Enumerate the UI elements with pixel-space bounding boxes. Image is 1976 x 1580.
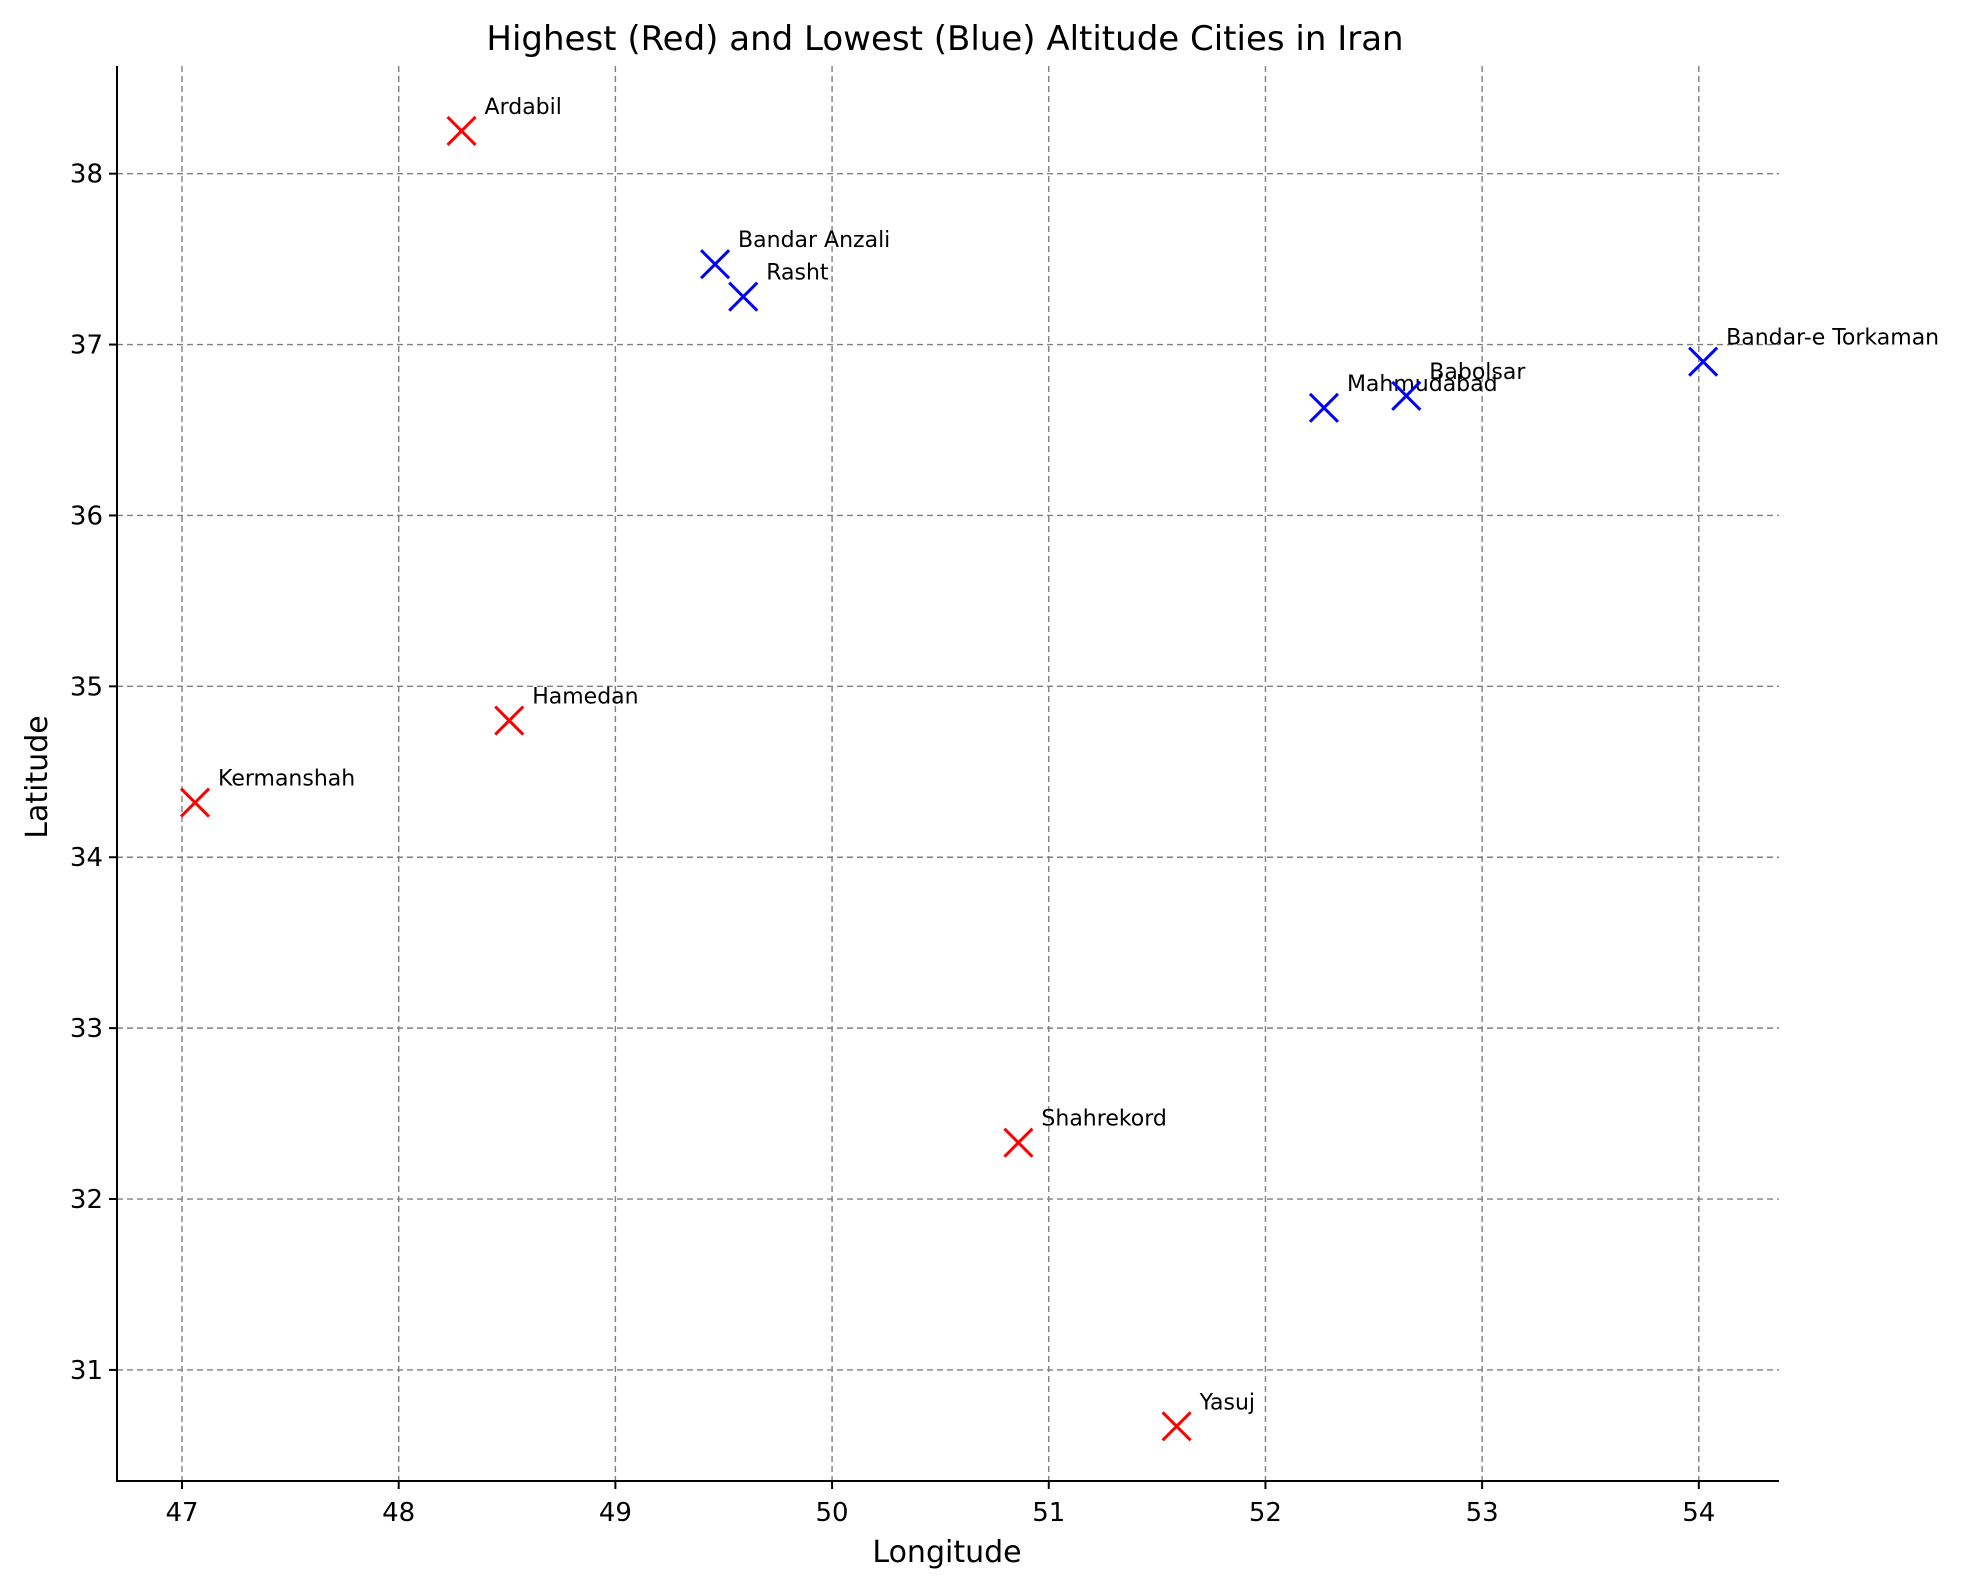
x-marker-stroke (728, 281, 759, 312)
x-tick-label: 50 (816, 1498, 849, 1528)
point-label: Hamedan (532, 685, 638, 710)
x-tick-label: 47 (165, 1498, 198, 1528)
point-label: Mahmudabad (1347, 372, 1498, 397)
y-tick-label: 35 (70, 672, 103, 702)
data-point-highest: Ardabil (446, 95, 562, 147)
y-tick-label: 31 (70, 1356, 103, 1386)
point-label: Ardabil (485, 95, 562, 120)
x-marker-stroke (179, 787, 211, 818)
y-tick-label: 37 (70, 331, 103, 361)
data-point-highest: Hamedan (494, 685, 639, 736)
point-label: Bandar-e Torkaman (1726, 326, 1939, 351)
y-tick-label: 33 (70, 1014, 103, 1044)
point-label: Bandar Anzali (738, 228, 890, 253)
x-marker-stroke (1688, 346, 1719, 377)
data-point-lowest: Rasht (728, 261, 829, 312)
x-marker-stroke (699, 249, 731, 280)
x-tick-label: 51 (1032, 1498, 1065, 1528)
data-point-highest: Kermanshah (179, 767, 355, 818)
x-marker-stroke (1391, 380, 1422, 411)
point-label: Shahrekord (1041, 1107, 1166, 1132)
point-label: Yasuj (1199, 1390, 1255, 1415)
chart-title: Highest (Red) and Lowest (Blue) Altitude… (486, 19, 1403, 59)
y-tick-label: 32 (70, 1185, 103, 1215)
axis-ticks: 47 48 49 50 51 52 53 54 31 32 33 34 35 36 37 38 (70, 160, 1715, 1528)
data-point-highest: Shahrekord (1003, 1107, 1167, 1158)
data-point-lowest: Bandar-e Torkaman (1688, 326, 1939, 377)
x-marker-stroke (494, 705, 525, 736)
x-marker-stroke (1161, 1411, 1192, 1442)
data-point-lowest: Bandar Anzali (699, 228, 890, 280)
point-label: Kermanshah (218, 767, 355, 792)
grid (117, 66, 1779, 1481)
x-marker-stroke (446, 115, 477, 147)
x-tick-label: 54 (1682, 1498, 1715, 1528)
y-tick-label: 34 (70, 843, 103, 873)
y-tick-label: 36 (70, 501, 103, 531)
x-marker-stroke (1003, 1127, 1034, 1158)
y-axis-label: Latitude (20, 715, 55, 838)
data-points: Ardabil Hamedan Kermanshah Shahrekord Yasuj B… (179, 95, 1939, 1442)
data-point-highest: Yasuj (1161, 1390, 1255, 1442)
data-point-lowest: Babolsar (1391, 360, 1526, 411)
x-axis-label: Longitude (872, 1535, 1021, 1570)
x-marker-stroke (1308, 392, 1340, 423)
data-point-lowest: Mahmudabad (1308, 372, 1498, 423)
x-tick-label: 48 (382, 1498, 415, 1528)
x-tick-label: 53 (1466, 1498, 1499, 1528)
x-tick-label: 52 (1249, 1498, 1282, 1528)
y-tick-label: 38 (70, 160, 103, 190)
x-tick-label: 49 (599, 1498, 632, 1528)
point-label: Babolsar (1429, 360, 1526, 385)
point-label: Rasht (766, 261, 829, 286)
